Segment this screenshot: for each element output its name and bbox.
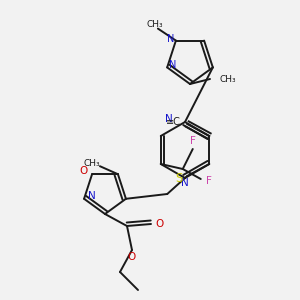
Text: CH₃: CH₃ <box>84 159 100 168</box>
Text: N: N <box>88 191 96 201</box>
Text: O: O <box>128 252 136 262</box>
Text: O: O <box>80 166 88 176</box>
Text: O: O <box>155 219 163 229</box>
Text: S: S <box>175 172 182 184</box>
Text: F: F <box>190 136 196 146</box>
Text: N: N <box>169 60 176 70</box>
Text: N: N <box>166 114 173 124</box>
Text: F: F <box>206 176 212 186</box>
Text: N: N <box>167 34 174 44</box>
Text: CH₃: CH₃ <box>147 20 163 29</box>
Text: ≡C: ≡C <box>167 117 181 127</box>
Text: N: N <box>181 178 189 188</box>
Text: CH₃: CH₃ <box>220 74 237 83</box>
